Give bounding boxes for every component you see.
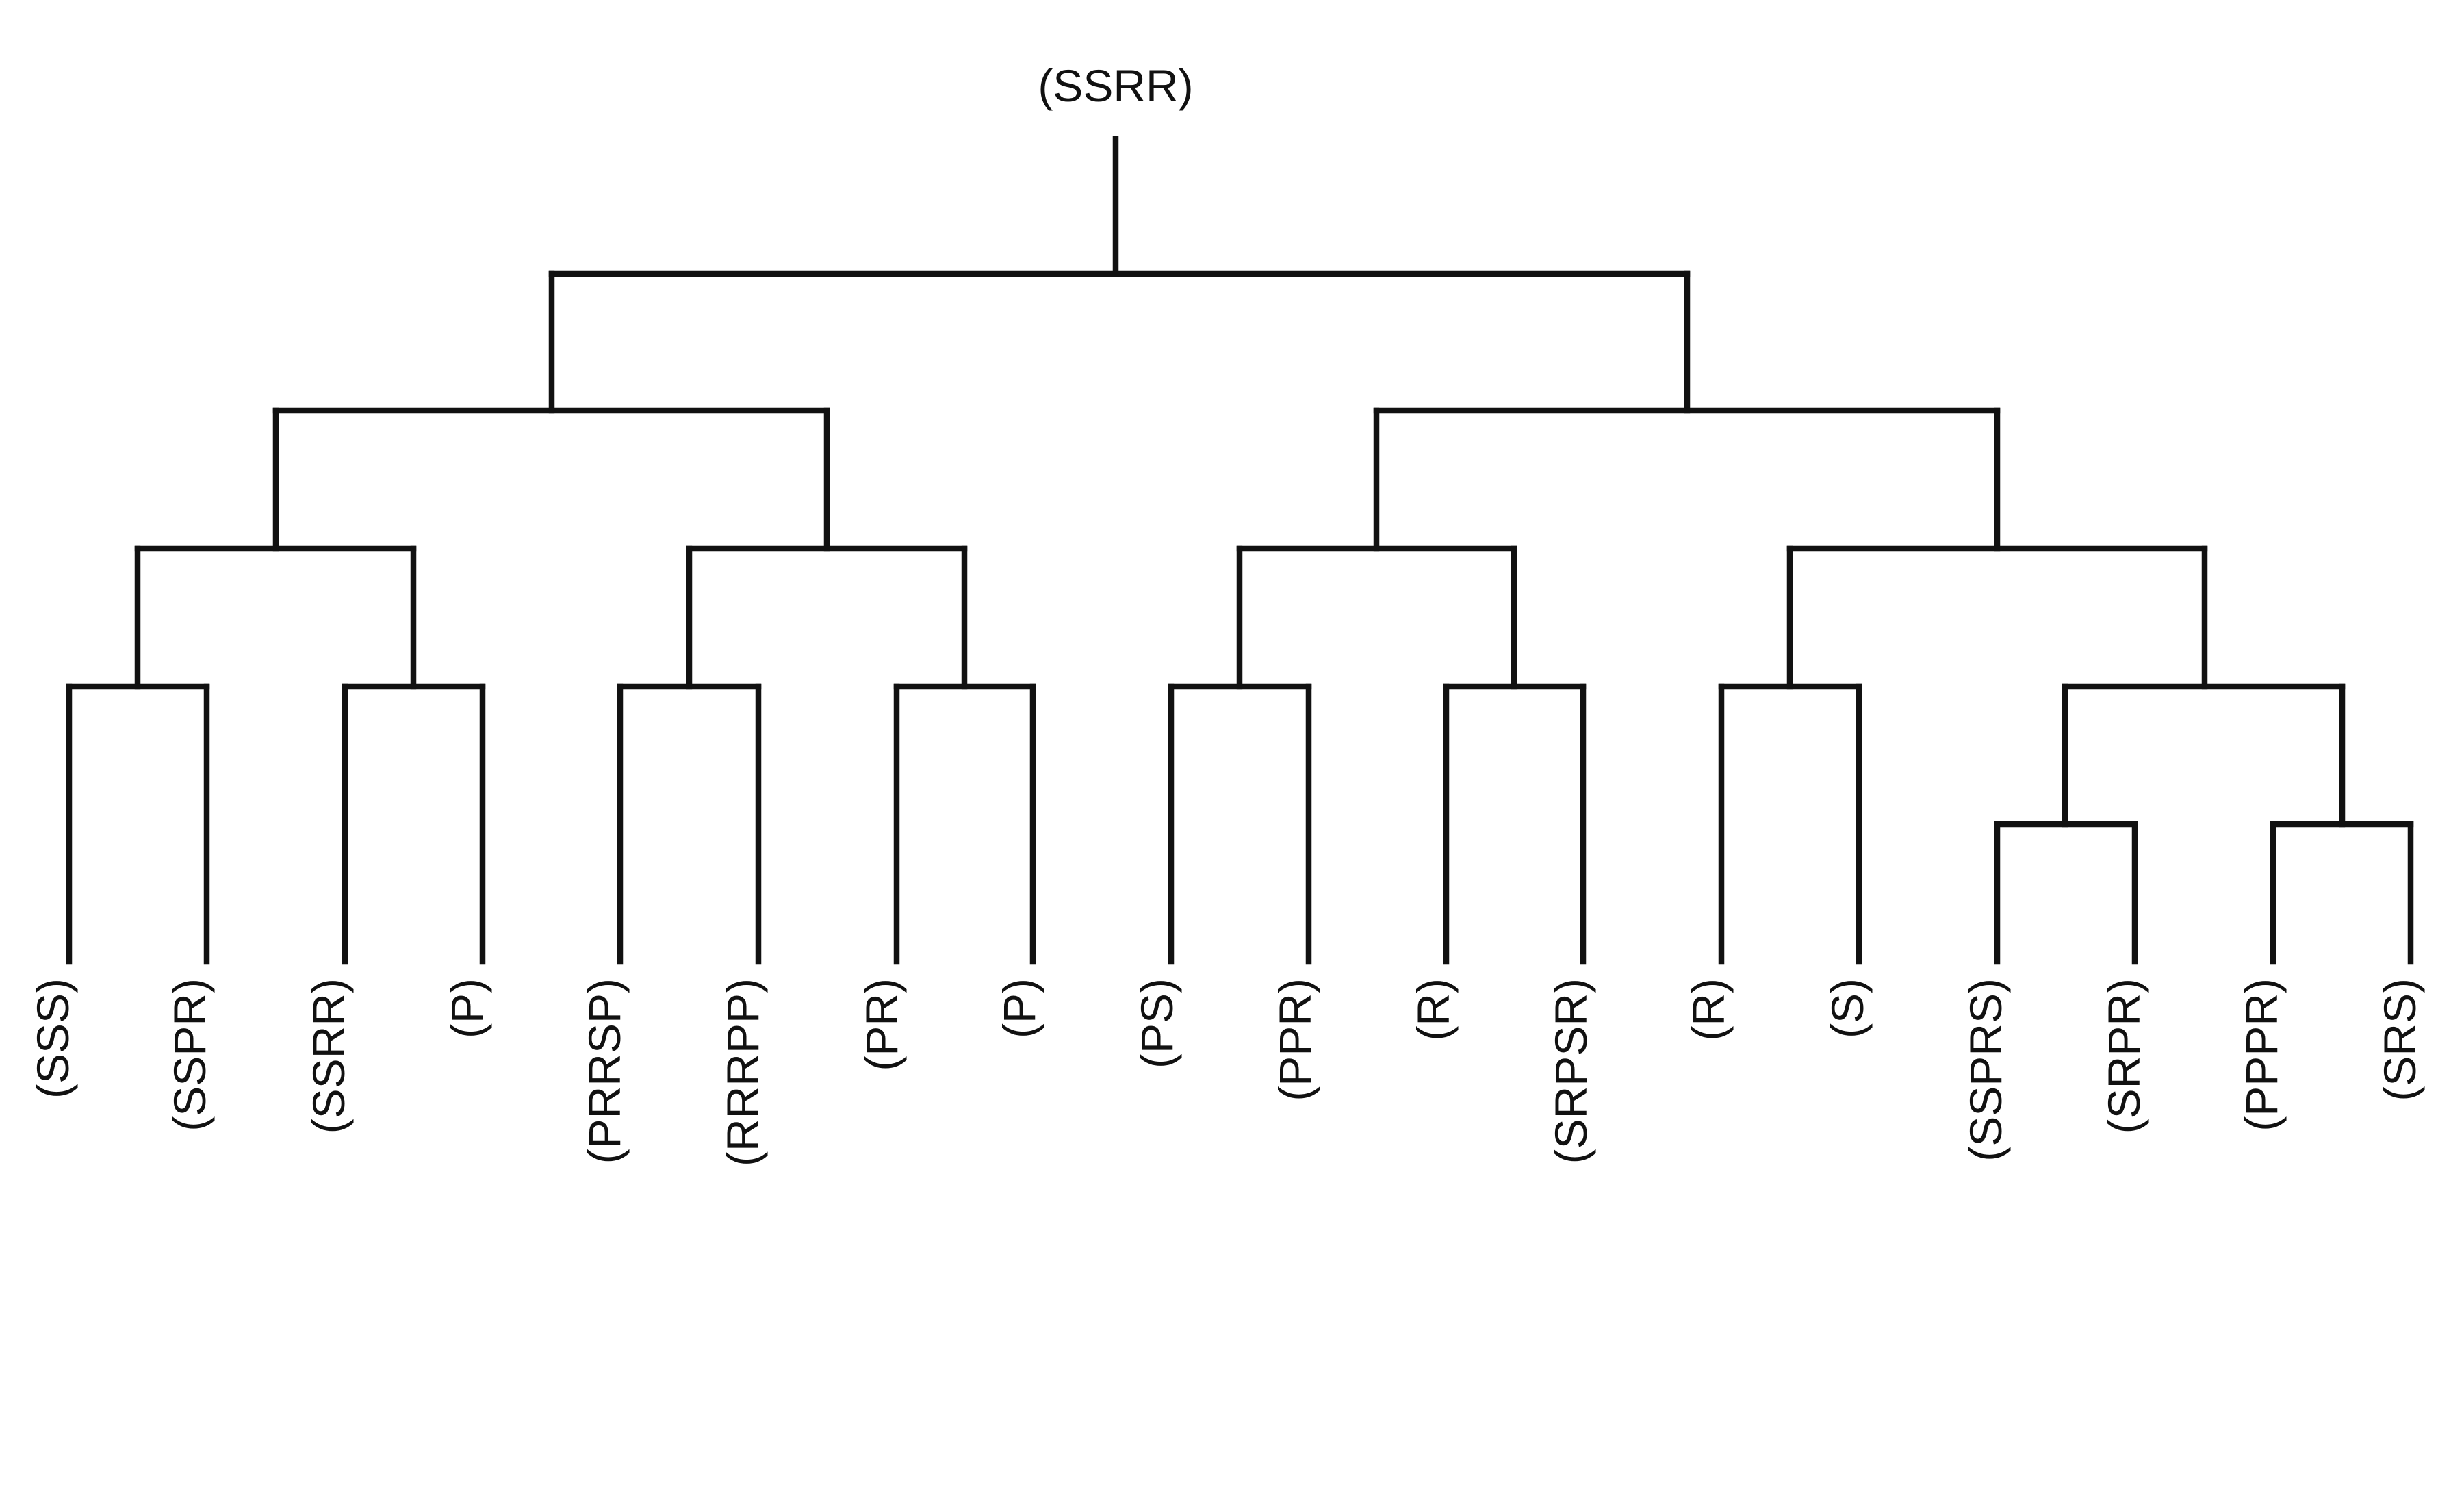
leaf-label-14: (S) xyxy=(1822,978,1873,1038)
leaf-label-13: (R) xyxy=(1683,978,1734,1041)
leaf-label-4: (P) xyxy=(441,978,492,1038)
leaf-label-3: (SSRR) xyxy=(303,978,354,1134)
leaf-label-10: (PPR) xyxy=(1270,978,1320,1101)
leaf-label-8: (P) xyxy=(994,978,1044,1038)
leaf-label-18: (SRS) xyxy=(2374,978,2425,1101)
leaf-label-15: (SSPRS) xyxy=(1960,978,2011,1162)
leaf-label-11: (R) xyxy=(1408,978,1459,1041)
tree-edges xyxy=(66,136,2414,965)
leaf-label-9: (PS) xyxy=(1131,978,1182,1069)
leaf-label-7: (PR) xyxy=(856,978,907,1071)
leaf-label-1: (SSS) xyxy=(27,978,78,1099)
leaf-label-17: (PPPR) xyxy=(2236,978,2287,1132)
leaf-label-16: (SRPR) xyxy=(2099,978,2149,1134)
leaf-label-12: (SRPSR) xyxy=(1545,978,1596,1164)
leaf-label-5: (PRRSP) xyxy=(579,978,630,1164)
leaf-label-2: (SSPR) xyxy=(164,978,215,1132)
leaf-labels: (SSS) (SSPR) (SSRR) (P) (PRRSP) (RRRPP) … xyxy=(27,978,2425,1166)
leaf-label-6: (RRRPP) xyxy=(717,978,768,1166)
root-label: (SSRR) xyxy=(1038,60,1193,111)
